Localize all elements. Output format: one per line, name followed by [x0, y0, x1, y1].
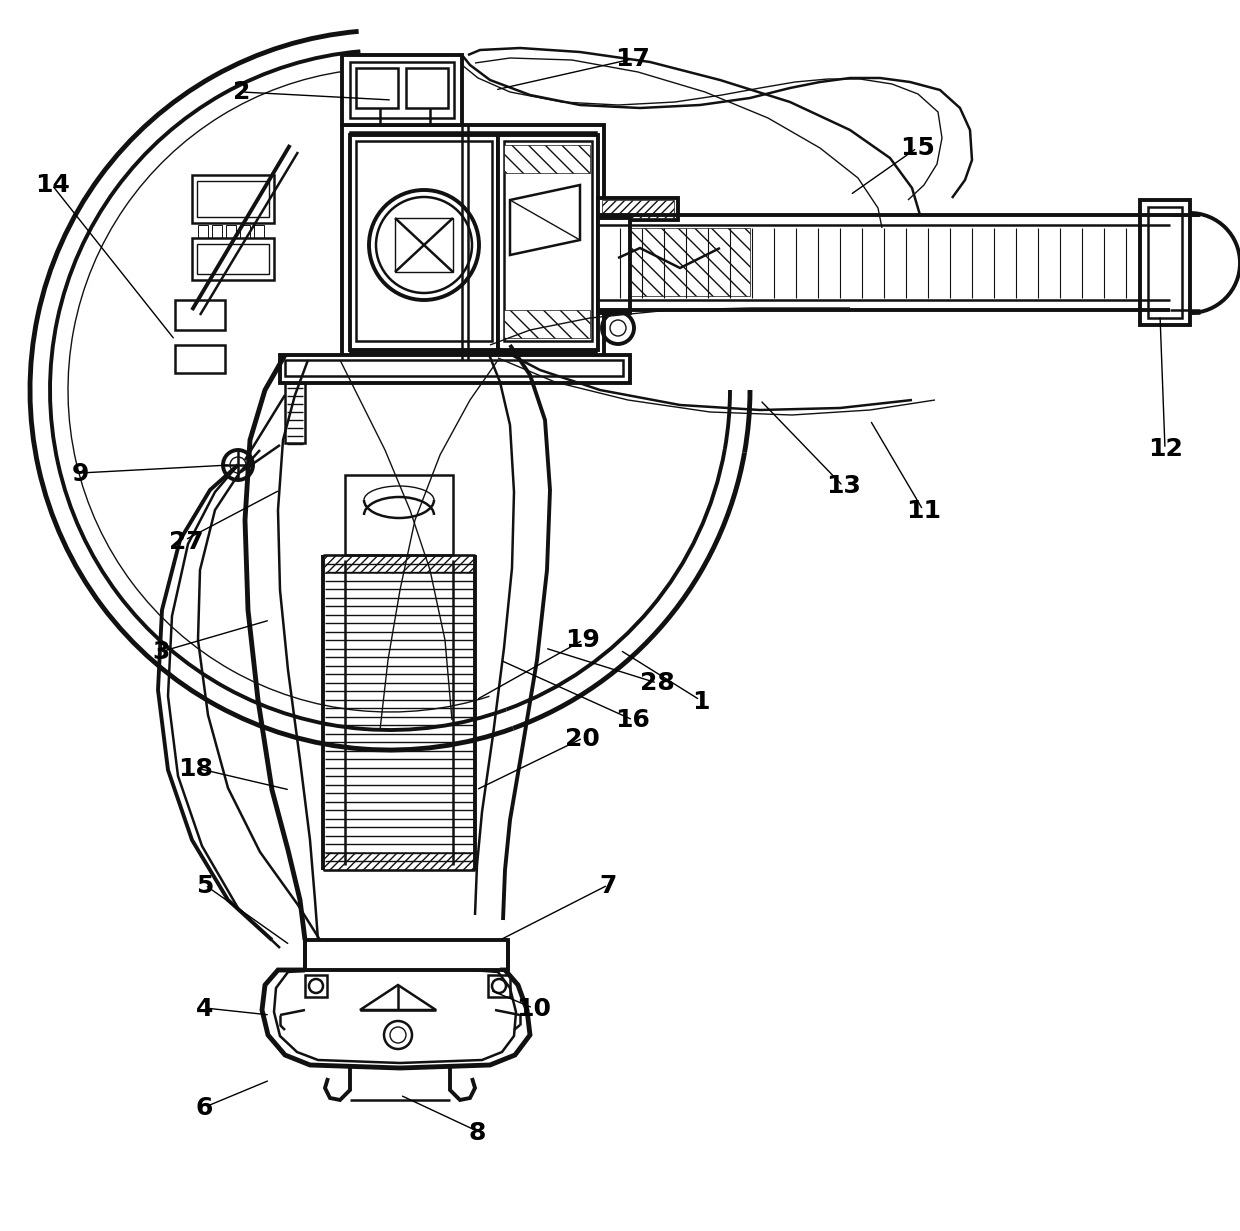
Text: 10: 10 [516, 997, 551, 1022]
Text: 7: 7 [599, 874, 616, 899]
Bar [280, 355, 630, 383]
Bar [345, 475, 453, 555]
Bar [305, 975, 327, 997]
Bar [503, 145, 590, 174]
Text: 14: 14 [35, 172, 69, 197]
Bar [175, 300, 224, 330]
Bar [498, 135, 598, 350]
Text: 17: 17 [615, 47, 650, 71]
Text: 19: 19 [565, 628, 600, 652]
Bar [192, 238, 274, 279]
Text: 18: 18 [179, 757, 213, 782]
Bar [241, 225, 250, 238]
Text: 2: 2 [233, 80, 250, 105]
Text: 27: 27 [169, 529, 203, 554]
Bar [350, 135, 498, 350]
Bar [598, 198, 678, 220]
Bar [197, 181, 269, 217]
Bar [226, 225, 236, 238]
Text: 28: 28 [640, 671, 675, 696]
Text: 8: 8 [469, 1120, 486, 1145]
Text: 9: 9 [72, 462, 89, 486]
Bar [198, 225, 208, 238]
Text: 5: 5 [196, 874, 213, 899]
Text: 1: 1 [692, 689, 709, 714]
Bar [350, 62, 454, 118]
Text: 15: 15 [900, 135, 935, 160]
Bar [356, 142, 492, 341]
Text: 12: 12 [1148, 437, 1183, 462]
Text: 11: 11 [906, 499, 941, 523]
Text: 6: 6 [196, 1096, 213, 1120]
Bar [212, 225, 222, 238]
Bar [503, 142, 591, 341]
Text: 4: 4 [196, 997, 213, 1022]
Bar [254, 225, 264, 238]
Bar [305, 940, 508, 970]
Bar [489, 975, 510, 997]
Bar [598, 218, 630, 313]
Text: 20: 20 [565, 726, 600, 751]
Bar [192, 175, 274, 223]
Text: 3: 3 [153, 640, 170, 665]
Text: 13: 13 [826, 474, 861, 499]
Bar [601, 199, 675, 218]
Text: 16: 16 [615, 708, 650, 732]
Bar [285, 383, 305, 443]
Circle shape [370, 190, 479, 300]
Bar [1148, 207, 1182, 318]
Bar [342, 55, 463, 126]
Bar [342, 126, 604, 359]
Bar [503, 310, 590, 339]
Bar [405, 68, 448, 108]
Bar [620, 228, 750, 295]
Bar [175, 345, 224, 373]
Bar [356, 68, 398, 108]
Bar [350, 132, 596, 352]
Bar [322, 852, 475, 870]
Bar [197, 244, 269, 275]
Bar [322, 555, 475, 572]
Bar [1140, 199, 1190, 325]
Bar [285, 359, 622, 375]
